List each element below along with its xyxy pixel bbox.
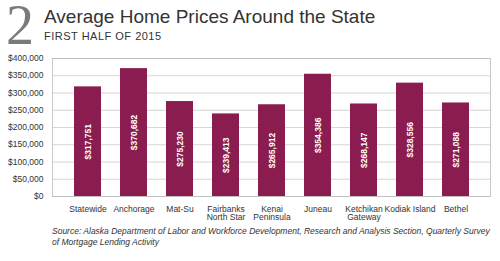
svg-text:$150,000: $150,000	[8, 139, 44, 149]
svg-text:$328,556: $328,556	[405, 122, 415, 158]
svg-text:Statewide: Statewide	[69, 204, 107, 214]
svg-text:$400,000: $400,000	[8, 53, 44, 63]
svg-text:$317,751: $317,751	[83, 124, 93, 160]
svg-text:$350,000: $350,000	[8, 70, 44, 80]
svg-text:$268,147: $268,147	[359, 132, 369, 168]
html-text:FIRST HALF OF 2015: FIRST HALF OF 2015	[44, 30, 162, 42]
svg-text:$300,000: $300,000	[8, 88, 44, 98]
html-text:Source: Alaska Department of L: Source: Alaska Department of Labor and W…	[52, 226, 490, 247]
svg-text:$200,000: $200,000	[8, 122, 44, 132]
svg-text:$354,386: $354,386	[313, 117, 323, 153]
svg-text:$239,413: $239,413	[221, 137, 231, 173]
svg-text:Juneau: Juneau	[304, 204, 332, 214]
svg-text:$370,682: $370,682	[129, 115, 139, 151]
svg-text:KenaiPeninsula: KenaiPeninsula	[253, 204, 291, 223]
svg-text:$50,000: $50,000	[13, 174, 44, 184]
html-text:Average Home Prices Around the: Average Home Prices Around the State	[44, 6, 376, 27]
svg-text:$271,088: $271,088	[451, 132, 461, 168]
svg-text:$100,000: $100,000	[8, 157, 44, 167]
svg-text:KetchikanGateway: KetchikanGateway	[345, 204, 383, 223]
svg-text:FairbanksNorth Star: FairbanksNorth Star	[207, 204, 246, 223]
svg-text:$250,000: $250,000	[8, 105, 44, 115]
svg-text:Mat-Su: Mat-Su	[166, 204, 194, 214]
svg-text:Anchorage: Anchorage	[113, 204, 154, 214]
svg-text:Kodiak Island: Kodiak Island	[384, 204, 435, 214]
svg-text:$275,230: $275,230	[175, 131, 185, 167]
svg-text:Bethel: Bethel	[444, 204, 468, 214]
svg-text:$0: $0	[34, 191, 44, 201]
svg-text:$265,912: $265,912	[267, 133, 277, 169]
